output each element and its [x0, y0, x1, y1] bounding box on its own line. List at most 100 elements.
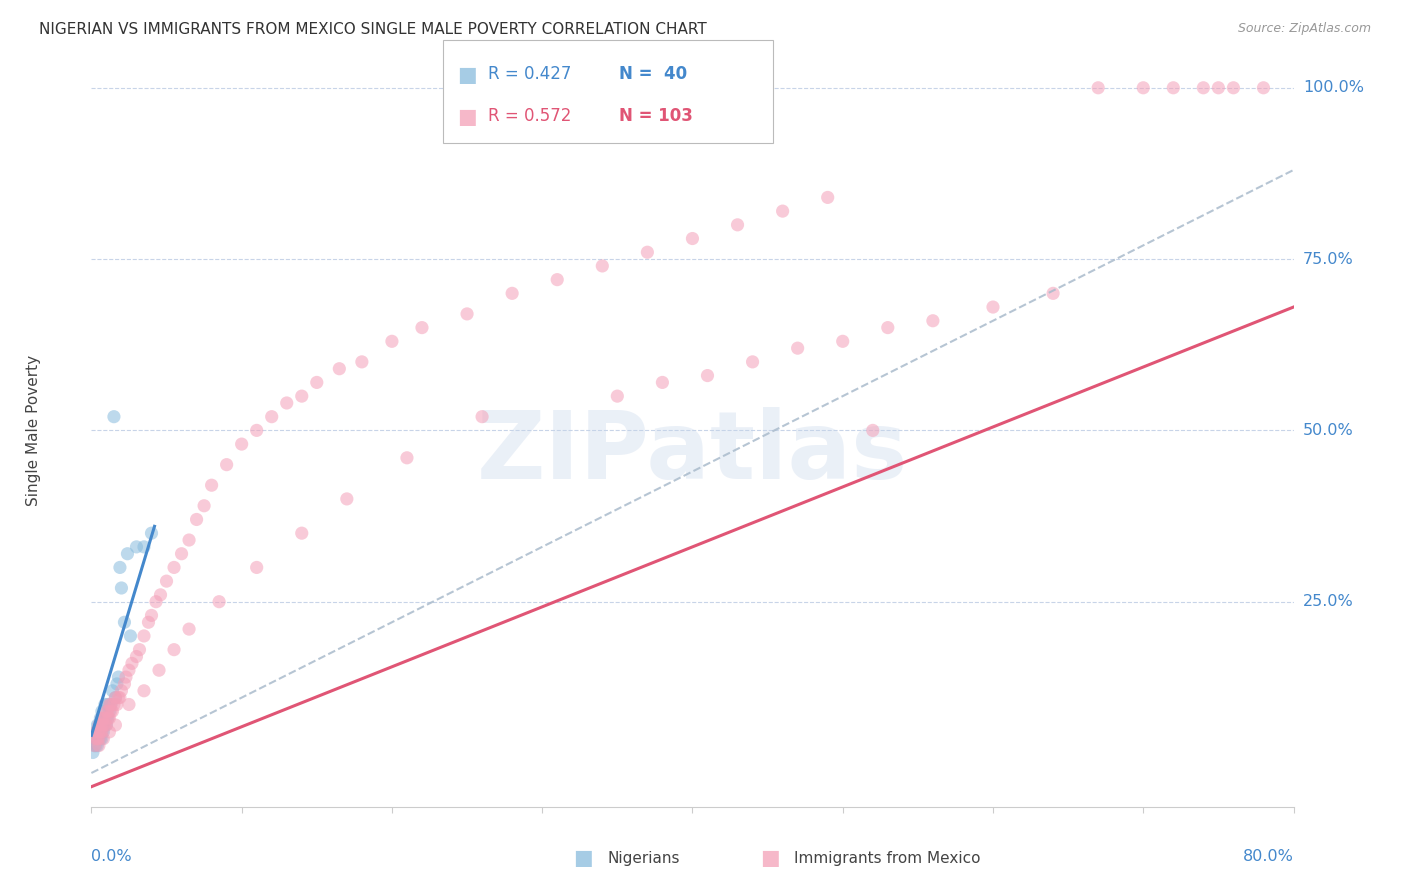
Text: 25.0%: 25.0% [1303, 594, 1354, 609]
Point [149, 588, 172, 602]
Point [93, 718, 115, 732]
Point [132, 540, 155, 554]
Point [83, 739, 105, 753]
Point [94, 698, 117, 712]
Point [90, 724, 112, 739]
Point [118, 663, 141, 677]
Point [456, 307, 478, 321]
Point [276, 396, 298, 410]
Point [89, 718, 111, 732]
Point [231, 437, 253, 451]
Point [350, 355, 373, 369]
Point [110, 581, 132, 595]
Point [1192, 80, 1215, 95]
Text: Single Male Poverty: Single Male Poverty [27, 355, 41, 506]
Point [546, 273, 568, 287]
Point [132, 629, 155, 643]
Point [104, 690, 127, 705]
Point [96, 704, 118, 718]
Point [163, 642, 186, 657]
Point [86, 724, 108, 739]
Point [201, 478, 224, 492]
Point [145, 595, 167, 609]
Point [108, 690, 131, 705]
Point [87, 731, 110, 746]
Point [87, 739, 110, 753]
Point [89, 731, 111, 746]
Point [108, 560, 131, 574]
Point [114, 615, 136, 630]
Point [115, 670, 138, 684]
Point [1222, 80, 1244, 95]
Text: N = 103: N = 103 [619, 107, 693, 125]
Point [94, 711, 117, 725]
Point [82, 746, 104, 760]
Point [1087, 80, 1109, 95]
Point [101, 683, 124, 698]
Point [86, 731, 108, 746]
Point [86, 724, 108, 739]
Point [381, 334, 404, 349]
Point [772, 204, 794, 219]
Point [208, 595, 231, 609]
Point [246, 424, 269, 438]
Point [328, 361, 350, 376]
Point [97, 698, 120, 712]
Text: Source: ZipAtlas.com: Source: ZipAtlas.com [1237, 22, 1371, 36]
Text: 100.0%: 100.0% [1303, 80, 1364, 95]
Point [84, 739, 107, 753]
Point [87, 718, 110, 732]
Point [260, 409, 283, 424]
Point [117, 547, 139, 561]
Point [107, 670, 129, 684]
Point [86, 718, 108, 732]
Point [636, 245, 658, 260]
Text: Immigrants from Mexico: Immigrants from Mexico [794, 851, 981, 865]
Point [186, 512, 208, 526]
Point [141, 608, 163, 623]
Text: N =  40: N = 40 [619, 65, 686, 83]
Point [107, 690, 129, 705]
Point [97, 704, 120, 718]
Point [96, 718, 118, 732]
Point [177, 622, 200, 636]
Point [90, 704, 112, 718]
Point [98, 698, 121, 712]
Point [922, 314, 945, 328]
Point [876, 320, 898, 334]
Point [93, 731, 115, 746]
Point [1253, 80, 1275, 95]
Point [1042, 286, 1064, 301]
Point [193, 499, 215, 513]
Point [114, 677, 136, 691]
Point [93, 724, 115, 739]
Point [177, 533, 200, 547]
Point [817, 190, 839, 204]
Point [606, 389, 628, 403]
Text: 75.0%: 75.0% [1303, 252, 1354, 267]
Point [121, 657, 143, 671]
Point [163, 560, 186, 574]
Point [155, 574, 177, 589]
Point [118, 698, 141, 712]
Point [831, 334, 853, 349]
Point [170, 547, 193, 561]
Point [246, 560, 269, 574]
Point [100, 698, 122, 712]
Point [83, 731, 105, 746]
Text: 50.0%: 50.0% [1303, 423, 1354, 438]
Point [471, 409, 494, 424]
Point [120, 629, 142, 643]
Point [215, 458, 238, 472]
Point [90, 731, 112, 746]
Point [110, 683, 132, 698]
Point [1208, 80, 1230, 95]
Point [84, 731, 107, 746]
Point [87, 731, 110, 746]
Text: ■: ■ [761, 848, 780, 868]
Point [395, 450, 418, 465]
Point [93, 711, 115, 725]
Text: 80.0%: 80.0% [1243, 848, 1294, 863]
Text: Nigerians: Nigerians [607, 851, 681, 865]
Text: ■: ■ [457, 107, 477, 127]
